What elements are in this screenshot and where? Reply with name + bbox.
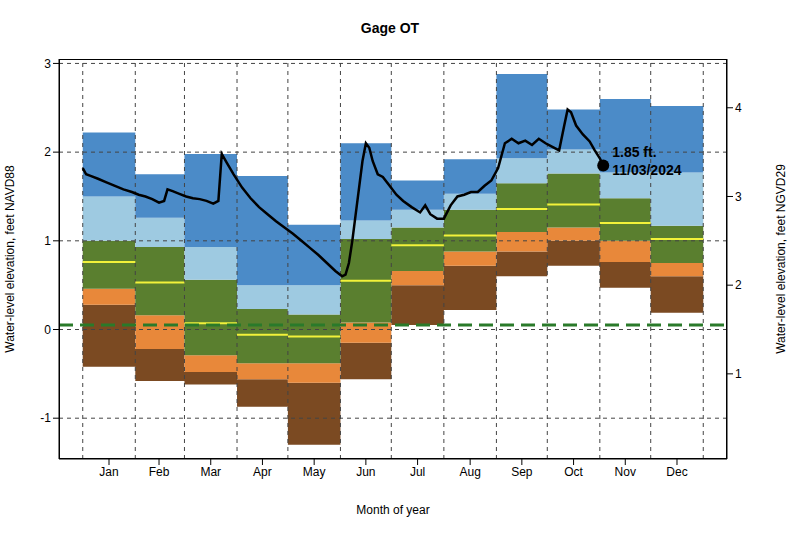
svg-text:1: 1	[735, 367, 742, 381]
svg-text:3: 3	[735, 190, 742, 204]
svg-text:Aug: Aug	[459, 465, 480, 479]
svg-text:Apr: Apr	[253, 465, 272, 479]
svg-text:Jun: Jun	[356, 465, 375, 479]
svg-text:Feb: Feb	[149, 465, 170, 479]
svg-text:4: 4	[735, 101, 742, 115]
svg-text:Sep: Sep	[511, 465, 533, 479]
svg-text:Nov: Nov	[615, 465, 636, 479]
svg-text:Mar: Mar	[200, 465, 221, 479]
svg-text:Jan: Jan	[99, 465, 118, 479]
svg-text:-1: -1	[40, 411, 51, 425]
svg-text:11/03/2024: 11/03/2024	[612, 162, 682, 178]
html-text:Gage OT: Gage OT	[360, 20, 420, 36]
html-text:Water-level elevation, feet NG: Water-level elevation, feet NGVD29	[774, 164, 788, 354]
svg-text:1: 1	[44, 234, 51, 248]
svg-text:3: 3	[44, 57, 51, 71]
svg-text:Oct: Oct	[564, 465, 583, 479]
html-text:Water-level elevation, feet NA: Water-level elevation, feet NAVD88	[3, 165, 17, 353]
svg-text:Jul: Jul	[410, 465, 425, 479]
svg-text:2: 2	[735, 278, 742, 292]
svg-text:1.85 ft.: 1.85 ft.	[612, 144, 656, 160]
svg-text:Dec: Dec	[666, 465, 687, 479]
svg-text:May: May	[303, 465, 326, 479]
html-text:Month of year: Month of year	[356, 503, 430, 517]
svg-text:0: 0	[44, 323, 51, 337]
svg-text:2: 2	[44, 145, 51, 159]
